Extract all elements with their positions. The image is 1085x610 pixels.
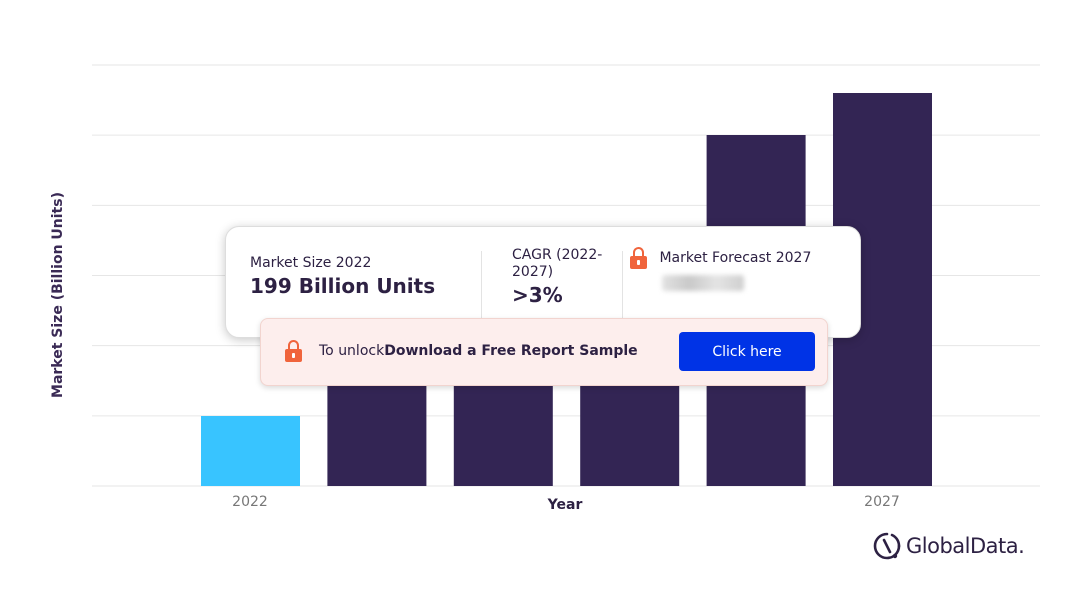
unlock-banner: To unlockDownload a Free Report Sample C… <box>260 318 828 386</box>
unlock-text: To unlockDownload a Free Report Sample <box>319 343 638 359</box>
divider <box>481 251 482 319</box>
forecast-metric: Market Forecast 2027 <box>630 247 811 357</box>
globaldata-logo-icon <box>873 532 901 560</box>
x-tick-label: 2027 <box>864 494 900 510</box>
cagr-metric: CAGR (2022-2027) >3% <box>512 247 622 357</box>
x-tick-label: 2022 <box>232 494 268 510</box>
lock-icon <box>630 247 647 269</box>
unlock-prefix: To unlock <box>319 343 385 359</box>
cagr-label: CAGR (2022-2027) <box>512 247 603 280</box>
click-here-button[interactable]: Click here <box>679 332 815 371</box>
cagr-value: >3% <box>512 283 563 307</box>
market-size-label: Market Size 2022 <box>250 255 372 271</box>
brand-name: GlobalData. <box>906 534 1025 558</box>
y-axis-label: Market Size (Billion Units) <box>50 192 66 398</box>
forecast-label: Market Forecast 2027 <box>659 249 812 266</box>
x-axis-label: Year <box>547 497 583 513</box>
divider <box>622 251 623 319</box>
market-size-value: 199 Billion Units <box>250 274 436 298</box>
blurred-forecast-value <box>662 275 744 291</box>
globaldata-logo[interactable]: GlobalData. <box>872 531 1025 563</box>
lock-icon <box>285 340 302 362</box>
market-size-metric: Market Size 2022 199 Billion Units <box>250 255 435 365</box>
unlock-bold-text: Download a Free Report Sample <box>384 343 638 359</box>
bar-2022 <box>201 416 300 486</box>
